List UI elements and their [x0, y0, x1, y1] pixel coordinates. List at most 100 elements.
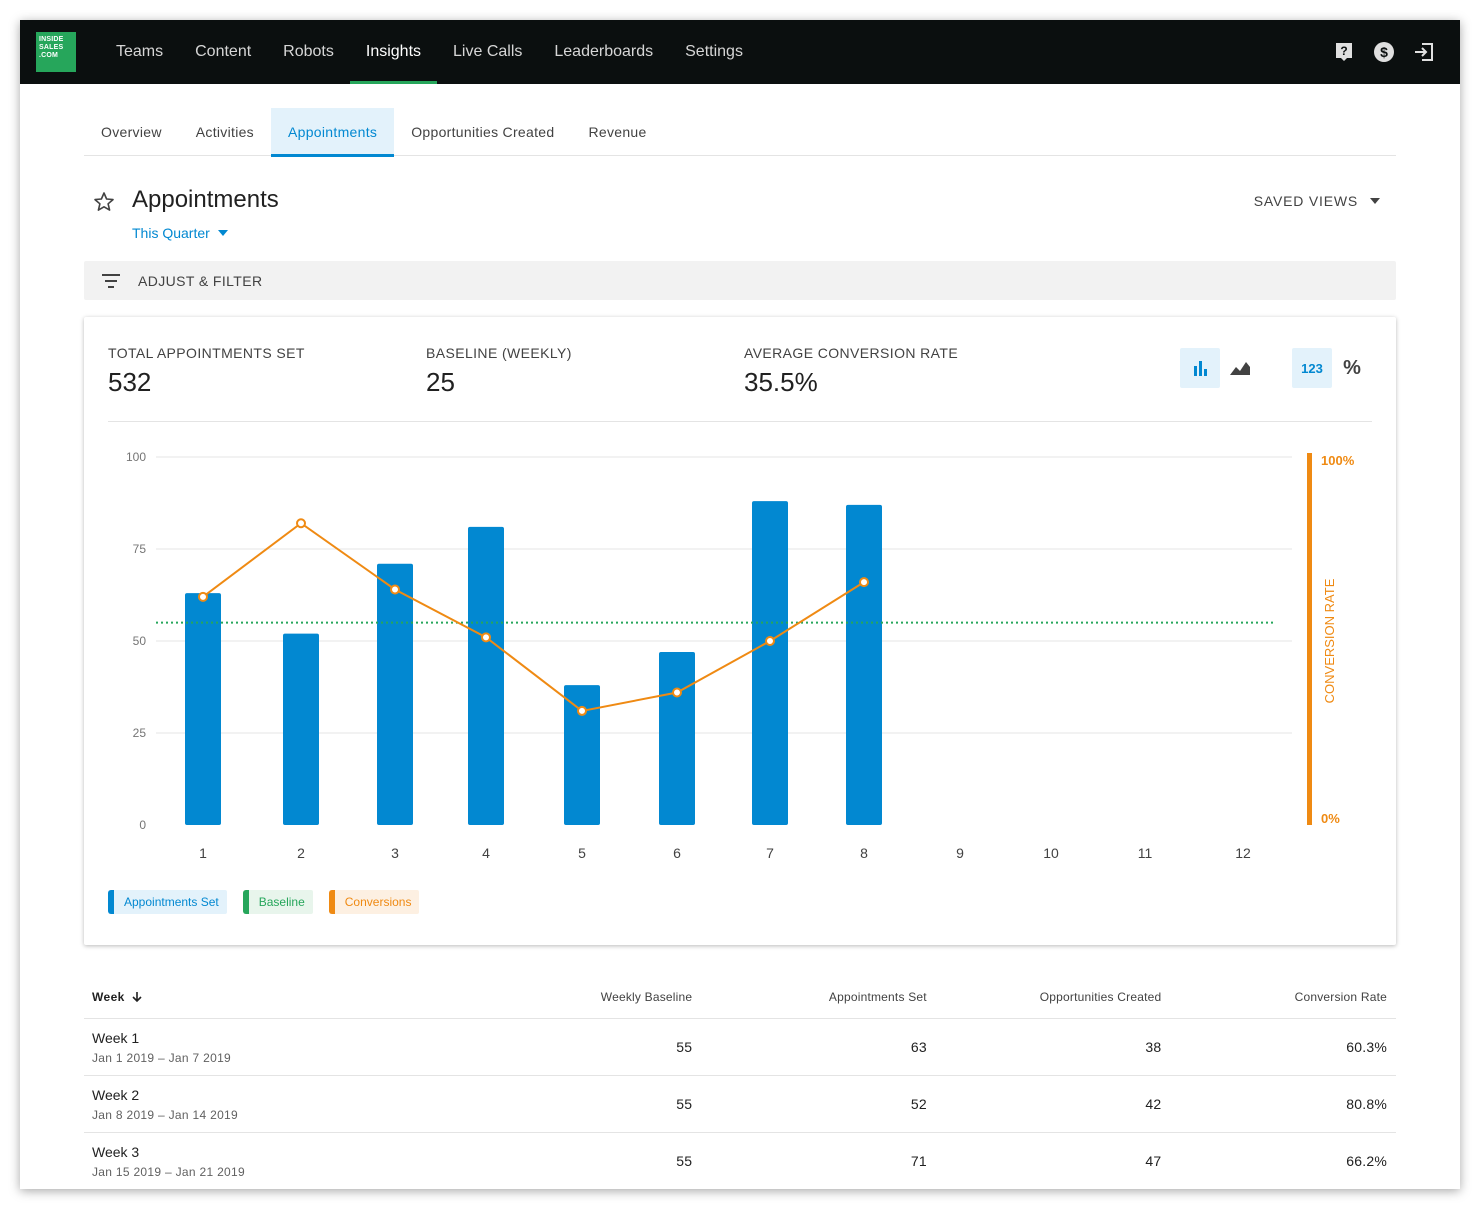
stat-baseline: BASELINE (WEEKLY) 25 — [426, 345, 572, 398]
bar-chart-toggle[interactable] — [1180, 348, 1220, 388]
tab-overview[interactable]: Overview — [101, 124, 162, 140]
y-tick-label: 25 — [133, 726, 147, 740]
column-header-label: Week — [92, 989, 125, 1004]
nav-item-robots[interactable]: Robots — [283, 43, 334, 60]
nav-items: Teams Content Robots Insights Live Calls Lead… — [100, 20, 759, 84]
stat-total-appointments: TOTAL APPOINTMENTS SET 532 — [108, 345, 305, 398]
page-title: Appointments — [132, 186, 279, 213]
billing-dollar-icon[interactable]: $ — [1372, 40, 1396, 64]
legend-appointments-set[interactable]: Appointments Set — [108, 890, 227, 914]
week-name: Week 3 — [92, 1143, 140, 1160]
adjust-filter-label: ADJUST & FILTER — [138, 272, 263, 289]
week-dates: Jan 1 2019 – Jan 7 2019 — [92, 1050, 232, 1065]
svg-text:?: ? — [1340, 44, 1347, 58]
bar-week-2 — [283, 633, 319, 825]
weekly-baseline-cell: 55 — [676, 1153, 693, 1169]
x-tick-label: 7 — [766, 845, 774, 861]
column-header-conversion-rate[interactable]: Conversion Rate — [1294, 989, 1387, 1004]
stat-label: BASELINE (WEEKLY) — [426, 345, 572, 361]
x-tick-label: 8 — [860, 845, 868, 861]
weekly-baseline-cell: 55 — [676, 1039, 693, 1055]
week-name: Week 1 — [92, 1029, 140, 1046]
nav-item-teams[interactable]: Teams — [116, 43, 164, 60]
week-cell: Week 1 Jan 1 2019 – Jan 7 2019 — [84, 1030, 458, 1065]
nav-item-leaderboards[interactable]: Leaderboards — [554, 43, 654, 60]
conversion-rate-cell: 60.3% — [1346, 1039, 1387, 1055]
saved-views-label: SAVED VIEWS — [1253, 193, 1358, 209]
table-body: Week 1 Jan 1 2019 – Jan 7 2019 55 63 38 60.3%… — [84, 1019, 1396, 1189]
x-tick-label: 3 — [391, 845, 399, 861]
favorite-star-icon[interactable] — [92, 190, 116, 214]
tab-revenue[interactable]: Revenue — [588, 124, 647, 140]
nav-item-insights[interactable]: Insights — [349, 20, 438, 84]
y2-tick-label-max: 100% — [1321, 453, 1355, 468]
insidesales-logo[interactable]: INSIDE SALES .COM — [36, 32, 76, 72]
column-header-week[interactable]: Week — [84, 990, 458, 1004]
conversion-point — [859, 577, 869, 588]
insights-subtabs: Overview Activities Appointments Opportunit… — [84, 108, 1396, 157]
stat-label: AVERAGE CONVERSION RATE — [744, 345, 959, 361]
column-header-weekly-baseline[interactable]: Weekly Baseline — [600, 989, 693, 1004]
appointments-set-cell: 63 — [910, 1039, 927, 1055]
appointments-set-cell: 52 — [910, 1096, 927, 1112]
tab-appointments[interactable]: Appointments — [270, 108, 395, 157]
conversion-point — [390, 584, 400, 595]
stat-avg-conversion: AVERAGE CONVERSION RATE 35.5% — [744, 345, 958, 398]
conversion-rate-cell: 66.2% — [1346, 1153, 1387, 1169]
x-tick-label: 10 — [1043, 845, 1059, 861]
stat-value: 532 — [108, 367, 152, 397]
x-tick-label: 12 — [1235, 845, 1251, 861]
adjust-filter-bar[interactable]: ADJUST & FILTER — [84, 261, 1396, 300]
app-window: INSIDE SALES .COM Teams Content Robots Insi… — [20, 20, 1460, 1189]
tab-activities[interactable]: Activities — [195, 124, 254, 140]
weekly-baseline-cell: 55 — [676, 1096, 693, 1112]
percent-format-label: % — [1343, 356, 1361, 379]
percent-format-toggle[interactable]: % — [1332, 348, 1372, 388]
period-dropdown[interactable]: This Quarter — [132, 225, 228, 241]
column-header-appointments-set[interactable]: Appointments Set — [828, 989, 927, 1004]
nav-item-live-calls[interactable]: Live Calls — [453, 43, 523, 60]
week-name: Week 2 — [92, 1086, 140, 1103]
conversions-line — [202, 522, 865, 712]
opportunities-created-cell: 38 — [1145, 1039, 1162, 1055]
legend-conversions[interactable]: Conversions — [328, 890, 420, 914]
conversion-point — [481, 632, 491, 643]
stat-value: 25 — [426, 367, 455, 397]
bar-week-6 — [659, 652, 695, 825]
conversion-point — [765, 636, 775, 646]
table-row[interactable]: Week 3 Jan 15 2019 – Jan 21 2019 55 71 47 66.… — [84, 1133, 1396, 1189]
table-row[interactable]: Week 1 Jan 1 2019 – Jan 7 2019 55 63 38 60.3% — [84, 1019, 1396, 1076]
y-tick-label: 75 — [133, 542, 147, 556]
saved-views-dropdown[interactable]: SAVED VIEWS — [1254, 193, 1380, 209]
help-icon[interactable]: ? — [1332, 40, 1356, 64]
area-chart-icon — [1230, 362, 1250, 375]
table-row[interactable]: Week 2 Jan 8 2019 – Jan 14 2019 55 52 42 80.8… — [84, 1076, 1396, 1133]
number-format-toggle[interactable]: 123 — [1292, 348, 1332, 388]
legend-baseline[interactable]: Baseline — [242, 890, 313, 914]
x-tick-label: 2 — [297, 845, 305, 861]
y-tick-label: 100 — [126, 450, 146, 464]
top-nav: INSIDE SALES .COM Teams Content Robots Insi… — [20, 20, 1460, 84]
column-header-opportunities-created[interactable]: Opportunities Created — [1039, 989, 1162, 1004]
logout-icon[interactable] — [1412, 40, 1436, 64]
bar-week-5 — [564, 685, 600, 825]
logo-line: INSIDE — [39, 36, 64, 43]
x-tick-label: 9 — [956, 845, 964, 861]
area-chart-toggle[interactable] — [1220, 348, 1260, 388]
bar-week-1 — [185, 593, 221, 825]
appointments-set-cell: 71 — [910, 1153, 927, 1169]
nav-item-settings[interactable]: Settings — [685, 43, 743, 60]
bar-week-7 — [752, 501, 788, 825]
card-divider — [108, 421, 1372, 422]
weekly-table: Week Weekly Baseline Appointments Set Op… — [84, 975, 1396, 1189]
nav-item-content[interactable]: Content — [195, 43, 252, 60]
stat-value: 35.5% — [744, 367, 818, 397]
week-cell: Week 3 Jan 15 2019 – Jan 21 2019 — [84, 1144, 458, 1179]
tab-opportunities-created[interactable]: Opportunities Created — [411, 124, 555, 140]
conversion-rate-cell: 80.8% — [1346, 1096, 1387, 1112]
conversion-axis-bar — [1307, 453, 1312, 825]
chart-card: TOTAL APPOINTMENTS SET 532 BASELINE (WEE… — [84, 317, 1396, 945]
svg-text:$: $ — [1380, 44, 1388, 60]
period-label: This Quarter — [132, 225, 210, 241]
